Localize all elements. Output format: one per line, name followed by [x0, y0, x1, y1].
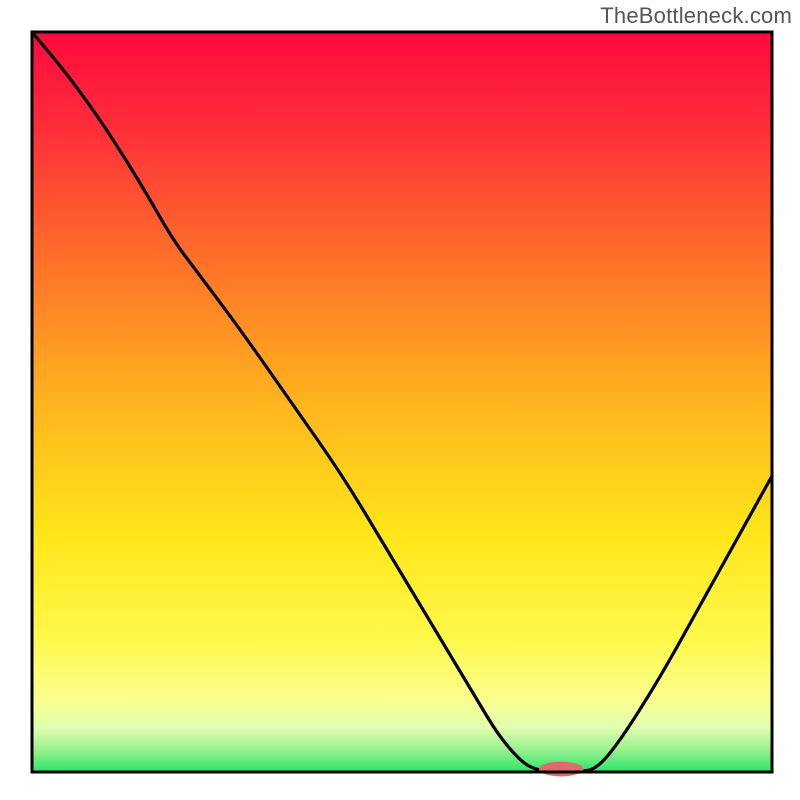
bottleneck-chart [0, 0, 800, 800]
plot-area [32, 32, 772, 776]
watermark-text: TheBottleneck.com [600, 3, 792, 29]
chart-container: TheBottleneck.com [0, 0, 800, 800]
optimal-marker [539, 762, 583, 777]
gradient-background [32, 32, 772, 772]
